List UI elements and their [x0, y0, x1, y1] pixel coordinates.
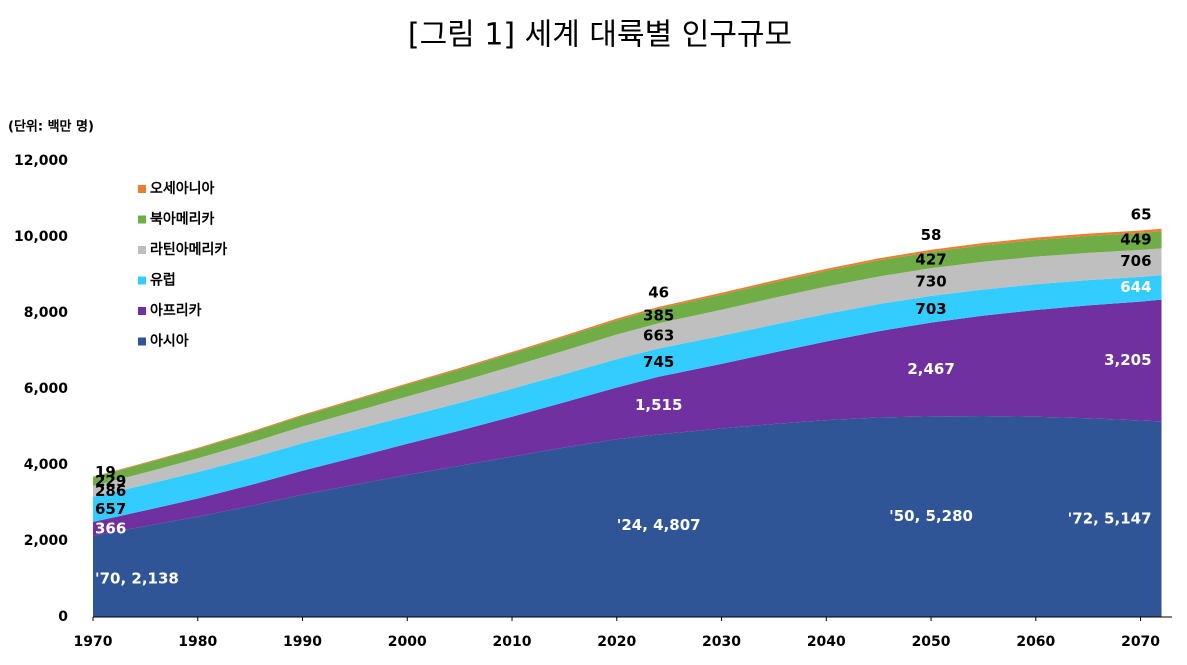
data-label: 706 [1120, 252, 1151, 270]
chart-title: [그림 1] 세계 대륙별 인구규모 [408, 18, 792, 53]
legend-swatch [138, 307, 146, 315]
data-label: 286 [95, 482, 126, 500]
data-label: 449 [1120, 230, 1151, 248]
x-tick-label: 2000 [388, 634, 427, 650]
data-label: 644 [1120, 278, 1151, 296]
y-tick-label: 4,000 [24, 457, 69, 473]
data-label: 703 [915, 300, 946, 318]
x-tick-label: 1990 [283, 634, 322, 650]
data-label: 730 [915, 273, 946, 291]
data-label: 19 [95, 463, 116, 481]
y-axis-label: (단위: 백만 명) [8, 119, 94, 135]
legend-swatch [138, 276, 146, 285]
x-tick-label: 2060 [1016, 634, 1055, 650]
y-tick-label: 0 [58, 609, 68, 625]
x-tick-label: 2010 [493, 634, 532, 650]
data-label: 65 [1131, 205, 1152, 223]
data-label: '70, 2,138 [95, 570, 179, 588]
y-tick-label: 6,000 [24, 381, 69, 397]
y-tick-label: 10,000 [14, 229, 68, 245]
data-label: '72, 5,147 [1068, 510, 1152, 528]
legend-swatch [138, 246, 146, 254]
y-tick-label: 2,000 [24, 533, 69, 549]
legend-label: 라틴아메리카 [150, 241, 227, 258]
area [93, 248, 1162, 497]
legend-label: 아프리카 [150, 302, 202, 319]
legend-label: 북아메리카 [150, 211, 215, 228]
data-label: '50, 5,280 [889, 507, 973, 525]
area [93, 415, 1162, 617]
legend-label: 오세아니아 [150, 180, 215, 197]
y-tick-label: 12,000 [14, 153, 68, 169]
x-tick-label: 2070 [1121, 634, 1160, 650]
y-tick-label: 8,000 [24, 305, 69, 321]
data-label: 366 [95, 519, 126, 537]
data-label: 427 [915, 251, 946, 269]
legend-swatch [138, 215, 146, 224]
data-label: 663 [643, 326, 674, 344]
data-label: 229 [95, 472, 126, 490]
data-label: 385 [643, 306, 674, 324]
legend-label: 아시아 [150, 333, 189, 350]
area [93, 299, 1162, 536]
legend-label: 유럽 [150, 273, 176, 289]
x-tick-label: 2040 [807, 634, 846, 650]
x-tick-label: 1970 [74, 634, 113, 650]
area [93, 275, 1162, 522]
x-tick-label: 2030 [702, 634, 741, 650]
data-label: 657 [95, 500, 126, 518]
legend-swatch [138, 337, 146, 346]
x-tick-label: 2050 [912, 634, 951, 650]
data-label: 46 [648, 283, 669, 301]
data-label: 2,467 [907, 360, 954, 378]
legend-swatch [138, 185, 146, 193]
data-label: '24, 4,807 [617, 516, 701, 534]
x-tick-label: 2020 [597, 634, 636, 650]
data-label: 745 [643, 353, 674, 371]
data-label: 58 [921, 226, 942, 244]
data-label: 3,205 [1104, 351, 1151, 369]
x-tick-label: 1980 [178, 634, 217, 650]
data-label: 1,515 [635, 396, 682, 414]
